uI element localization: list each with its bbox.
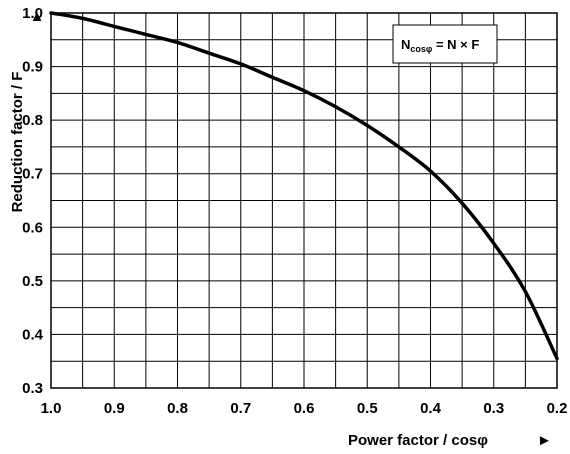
y-tick-label: 0.6 <box>22 219 43 236</box>
x-tick-label: 0.3 <box>483 400 504 417</box>
y-tick-label: 0.9 <box>22 59 43 76</box>
series-layer <box>49 11 559 361</box>
x-tick-label: 0.4 <box>420 400 442 417</box>
formula-subscript: cosφ <box>410 44 433 54</box>
formula-n: N <box>401 37 410 52</box>
formula-box: Ncosφ = N × F <box>392 24 498 64</box>
tick-labels: 1.0 0.9 0.8 0.7 0.6 0.5 0.4 0.3 0.2 1.0 0.9 0.8 0.7 0… <box>22 5 567 417</box>
y-axis-arrow: ▲ <box>30 8 45 25</box>
plot-frame <box>50 12 558 389</box>
x-tick-label: 0.5 <box>357 400 378 417</box>
y-tick-label: 1.0 <box>22 5 43 22</box>
y-tick-label: 0.4 <box>22 326 44 343</box>
y-tick-label: 0.8 <box>22 112 43 129</box>
formula-box-border <box>392 24 498 64</box>
y-tick-label: 0.5 <box>22 273 43 290</box>
x-tick-label: 0.7 <box>230 400 251 417</box>
x-tick-label: 1.0 <box>41 400 62 417</box>
formula-equation: = N × F <box>432 37 479 52</box>
reduction-factor-curve <box>49 11 559 361</box>
grid-layer <box>51 13 557 388</box>
x-tick-label: 0.6 <box>294 400 315 417</box>
x-axis-arrow: ► <box>537 432 552 449</box>
x-axis-label: Power factor / cosφ <box>348 432 488 449</box>
y-tick-label: 0.7 <box>22 166 43 183</box>
y-tick-label: 0.3 <box>22 380 43 397</box>
x-tick-label: 0.2 <box>547 400 568 417</box>
x-tick-label: 0.9 <box>104 400 125 417</box>
formula-text: Ncosφ = N × F <box>401 37 479 54</box>
frame-layer <box>50 12 558 389</box>
x-tick-label: 0.8 <box>167 400 188 417</box>
y-axis-label: Reduction factor / F <box>9 72 26 213</box>
